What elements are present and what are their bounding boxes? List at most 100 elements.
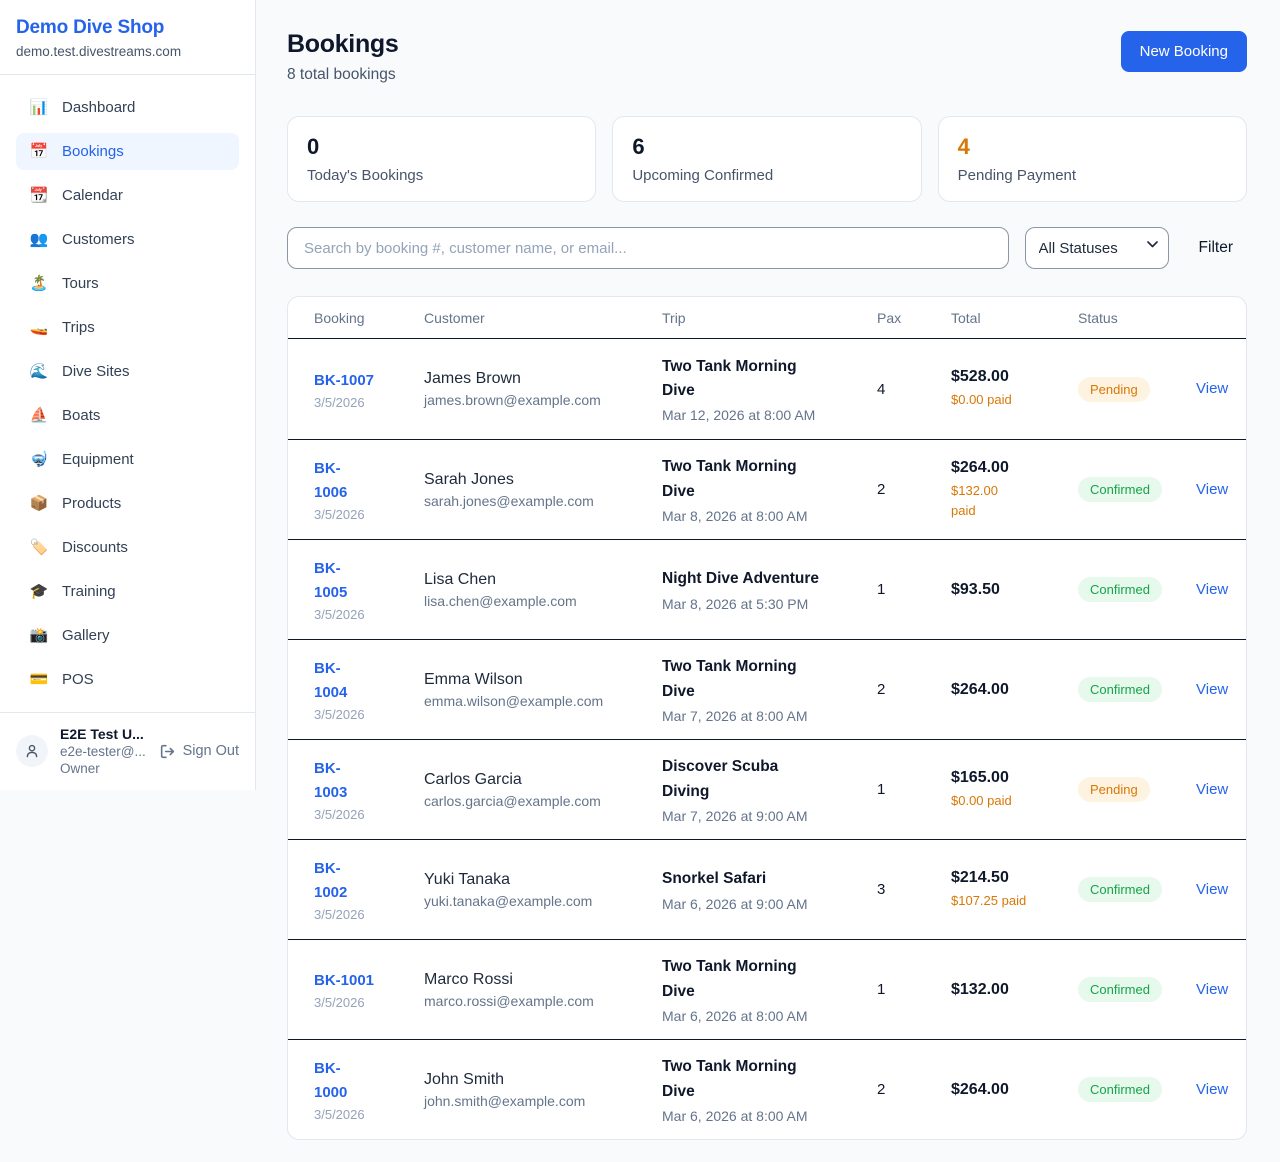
- filter-button[interactable]: Filter: [1185, 239, 1247, 257]
- total-cell: $528.00 $0.00 paid: [951, 368, 1078, 410]
- view-link[interactable]: View: [1196, 780, 1229, 798]
- sidebar-item-label: Trips: [62, 319, 95, 336]
- total-cell: $214.50 $107.25 paid: [951, 869, 1078, 911]
- status-filter: All Statuses: [1024, 227, 1169, 269]
- view-link[interactable]: View: [1196, 480, 1229, 498]
- camera-icon: 📸: [29, 627, 49, 644]
- total-amount: $264.00: [951, 1080, 1009, 1098]
- stat-value: 4: [957, 134, 970, 159]
- trip-name: Two Tank Morning Dive: [662, 1058, 797, 1100]
- view-link[interactable]: View: [1196, 680, 1229, 698]
- column-header-booking: Booking: [314, 309, 365, 326]
- stat-label: Upcoming Confirmed: [632, 167, 774, 184]
- column-header-pax: Pax: [877, 309, 902, 326]
- view-link[interactable]: View: [1196, 380, 1229, 397]
- tag-icon: 🏷️: [29, 539, 49, 556]
- trip-name: Night Dive Adventure: [662, 570, 820, 588]
- paid-amount: $0.00 paid: [951, 392, 1012, 408]
- booking-date: 3/5/2026: [314, 907, 365, 922]
- sidebar-item-equipment[interactable]: 🤿 Equipment: [16, 441, 239, 478]
- sailboat-icon: ⛵: [29, 407, 49, 424]
- island-icon: 🏝️: [29, 275, 49, 292]
- sidebar-item-label: Tours: [62, 275, 99, 292]
- user-email: e2e-tester@...: [60, 744, 146, 759]
- stat-value: 0: [307, 134, 320, 159]
- sidebar-item-trips[interactable]: 🚤 Trips: [16, 309, 239, 346]
- view-link[interactable]: View: [1196, 980, 1229, 998]
- status-badge: Pending: [1078, 376, 1150, 402]
- customer-name: Marco Rossi: [424, 970, 513, 988]
- sidebar-item-products[interactable]: 📦 Products: [16, 485, 239, 522]
- sidebar-item-label: Discounts: [62, 539, 128, 556]
- pax-count: 4: [877, 380, 886, 398]
- search-input[interactable]: [287, 227, 1009, 269]
- sidebar-item-tours[interactable]: 🏝️ Tours: [16, 265, 239, 302]
- shop-title: Demo Dive Shop: [16, 17, 165, 38]
- tear-off-calendar-icon: 📆: [29, 187, 49, 204]
- package-icon: 📦: [29, 495, 49, 512]
- table-body: BK-1007 3/5/2026 James Brown james.brown…: [288, 339, 1246, 1139]
- status-badge: Confirmed: [1078, 1077, 1162, 1102]
- stat-label: Today's Bookings: [307, 167, 424, 184]
- customer-cell: Emma Wilson emma.wilson@example.com: [424, 671, 662, 709]
- table-row: BK- 1004 3/5/2026 Emma Wilson emma.wilso…: [288, 639, 1246, 739]
- booking-id-link[interactable]: BK-1007: [314, 371, 375, 389]
- status-cell: Confirmed: [1078, 977, 1196, 1002]
- action-cell: View: [1196, 781, 1238, 799]
- trip-datetime: Mar 6, 2026 at 8:00 AM: [662, 1007, 808, 1024]
- status-cell: Confirmed: [1078, 877, 1196, 902]
- booking-cell: BK- 1006 3/5/2026: [314, 457, 424, 522]
- customer-email: emma.wilson@example.com: [424, 692, 604, 709]
- sidebar-item-boats[interactable]: ⛵ Boats: [16, 397, 239, 434]
- customer-cell: Sarah Jones sarah.jones@example.com: [424, 471, 662, 509]
- status-filter-select[interactable]: All Statuses: [1024, 227, 1169, 269]
- new-booking-button[interactable]: New Booking: [1120, 31, 1247, 72]
- booking-id-link[interactable]: BK- 1003: [314, 760, 348, 801]
- booking-id-link[interactable]: BK- 1002: [314, 860, 348, 901]
- sidebar-item-training[interactable]: 🎓 Training: [16, 573, 239, 610]
- bookings-table: Booking Customer Trip Pax Total Status B…: [287, 296, 1247, 1140]
- sidebar-item-dive-sites[interactable]: 🌊 Dive Sites: [16, 353, 239, 390]
- diving-mask-icon: 🤿: [29, 451, 49, 468]
- customer-email: yuki.tanaka@example.com: [424, 892, 593, 909]
- sidebar-item-discounts[interactable]: 🏷️ Discounts: [16, 529, 239, 566]
- booking-date: 3/5/2026: [314, 995, 365, 1010]
- booking-id-link[interactable]: BK- 1005: [314, 560, 348, 601]
- booking-id-link[interactable]: BK- 1000: [314, 1060, 348, 1101]
- customer-name: John Smith: [424, 1070, 505, 1088]
- view-link[interactable]: View: [1196, 580, 1229, 598]
- booking-cell: BK- 1005 3/5/2026: [314, 557, 424, 622]
- customer-cell: Marco Rossi marco.rossi@example.com: [424, 971, 662, 1009]
- sidebar-item-dashboard[interactable]: 📊 Dashboard: [16, 89, 239, 126]
- view-link[interactable]: View: [1196, 880, 1229, 898]
- pax-count: 2: [877, 481, 886, 498]
- column-header-status: Status: [1078, 309, 1118, 326]
- sidebar: Demo Dive Shop demo.test.divestreams.com…: [0, 0, 256, 790]
- booking-cell: BK- 1004 3/5/2026: [314, 657, 424, 722]
- booking-id-link[interactable]: BK- 1004: [314, 660, 348, 701]
- booking-id-link[interactable]: BK-1001: [314, 972, 375, 989]
- stat-label: Pending Payment: [957, 167, 1077, 184]
- sidebar-nav: 📊 Dashboard 📅 Bookings 📆 Calendar 👥 Cust…: [0, 75, 255, 712]
- customer-name: Carlos Garcia: [424, 770, 522, 788]
- sidebar-item-bookings[interactable]: 📅 Bookings: [16, 133, 239, 170]
- view-link[interactable]: View: [1196, 1080, 1229, 1098]
- sidebar-item-gallery[interactable]: 📸 Gallery: [16, 617, 239, 654]
- sidebar-item-pos[interactable]: 💳 POS: [16, 661, 239, 698]
- trip-datetime: Mar 6, 2026 at 8:00 AM: [662, 1107, 808, 1124]
- sidebar-item-calendar[interactable]: 📆 Calendar: [16, 177, 239, 214]
- trip-datetime: Mar 8, 2026 at 8:00 AM: [662, 507, 808, 524]
- sidebar-item-customers[interactable]: 👥 Customers: [16, 221, 239, 258]
- booking-id-link[interactable]: BK- 1006: [314, 460, 348, 501]
- trip-cell: Night Dive Adventure Mar 8, 2026 at 5:30…: [662, 567, 877, 611]
- sidebar-item-label: Training: [62, 583, 116, 600]
- credit-card-icon: 💳: [29, 671, 49, 688]
- sign-out-button[interactable]: Sign Out: [159, 743, 239, 760]
- action-cell: View: [1196, 481, 1238, 499]
- status-cell: Pending: [1078, 777, 1196, 802]
- paid-amount: $0.00 paid: [951, 792, 1012, 808]
- booking-cell: BK- 1000 3/5/2026: [314, 1057, 424, 1122]
- sidebar-item-label: Gallery: [62, 627, 110, 644]
- status-cell: Confirmed: [1078, 577, 1196, 602]
- calendar-icon: 📅: [29, 143, 49, 160]
